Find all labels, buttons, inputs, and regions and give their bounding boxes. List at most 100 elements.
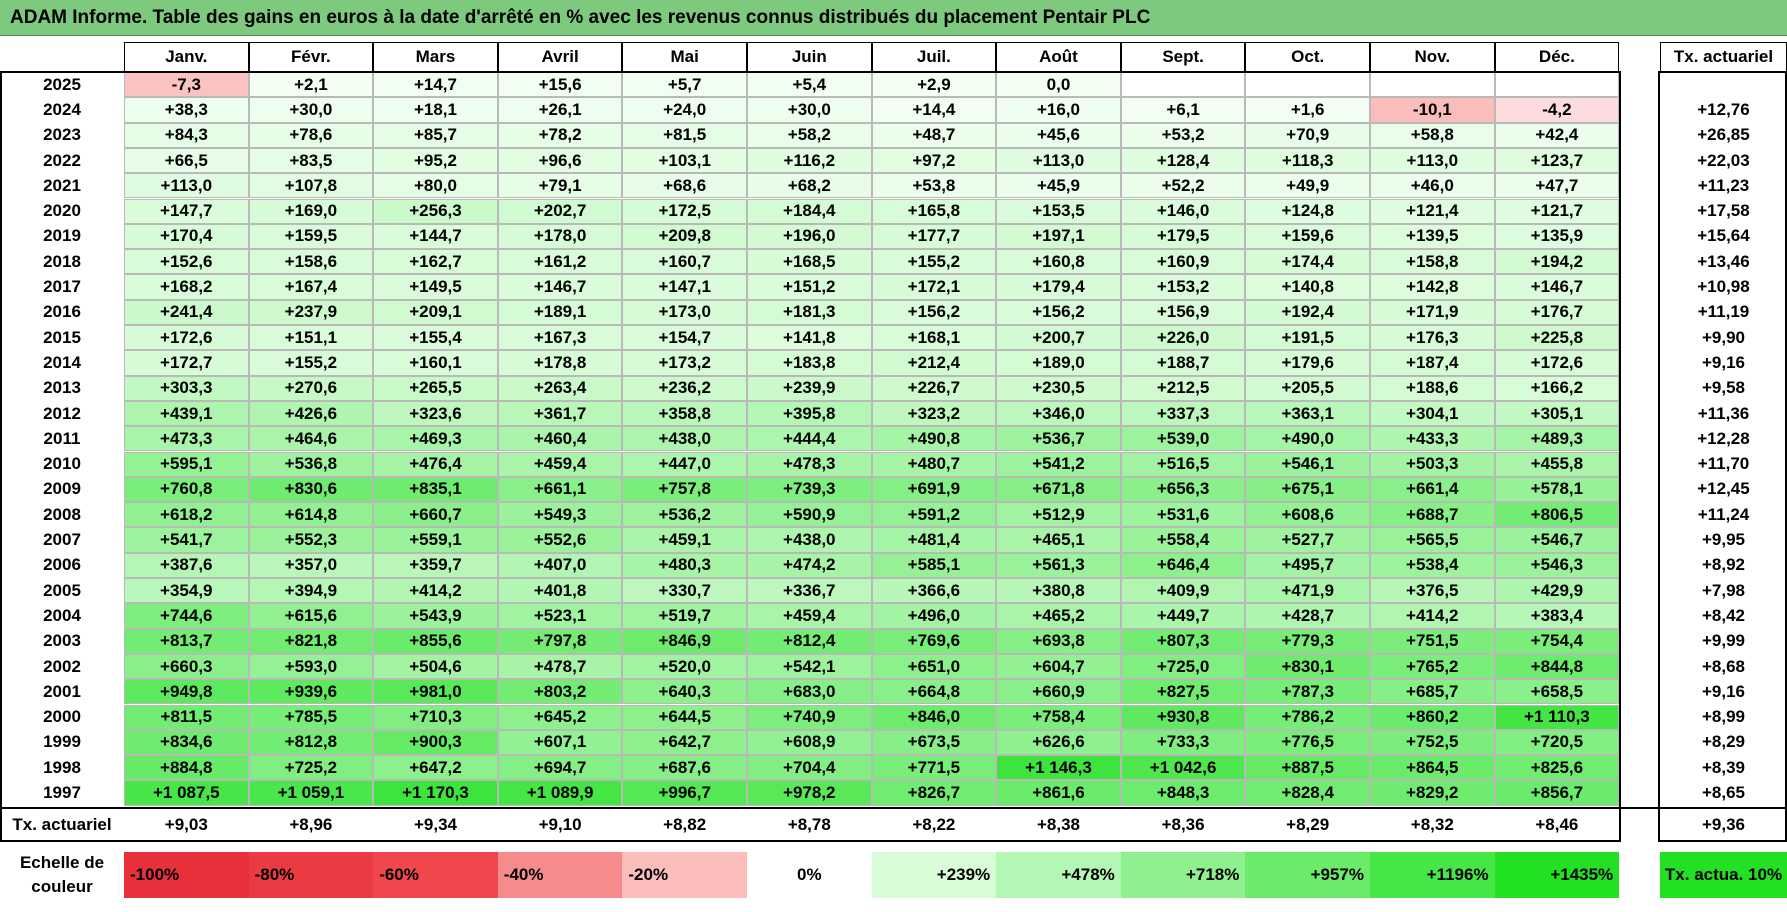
table-cell: +184,4	[747, 198, 872, 224]
table-cell: +38,3	[124, 97, 249, 123]
table-cell: +807,3	[1120, 628, 1246, 654]
table-cell: +156,9	[1120, 299, 1246, 325]
table-cell: +504,6	[373, 653, 498, 680]
table-cell: +827,5	[1120, 679, 1246, 705]
table-cell: +978,2	[747, 780, 872, 806]
table-cell: +604,7	[996, 653, 1121, 680]
table-cell: +144,7	[373, 223, 498, 250]
table-cell: +546,1	[1245, 451, 1370, 477]
total-row-value: +9,34	[373, 809, 498, 840]
table-cell: +142,8	[1370, 274, 1495, 300]
table-cell: +559,1	[373, 527, 498, 553]
year-label: 2005	[0, 578, 124, 604]
table-cell: +304,1	[1370, 400, 1495, 427]
table-cell: +153,5	[996, 198, 1121, 224]
table-cell: +710,3	[373, 704, 498, 730]
table-cell: +177,7	[871, 223, 997, 250]
table-cell: +1 146,3	[996, 755, 1121, 781]
table-cell: +52,2	[1120, 173, 1246, 199]
table-cell: +769,6	[871, 628, 997, 654]
tx-actuariel-value: +7,98	[1660, 578, 1787, 604]
tx-actuariel-value: +26,85	[1660, 122, 1787, 148]
table-cell: +169,0	[248, 198, 374, 224]
tx-actuariel-value: +11,19	[1660, 299, 1787, 325]
table-cell: +474,2	[747, 552, 872, 578]
table-cell: +146,0	[1120, 198, 1246, 224]
table-cell: +24,0	[622, 97, 747, 123]
table-cell: +733,3	[1120, 729, 1246, 756]
table-cell: +469,3	[373, 426, 498, 452]
table-cell: +480,7	[871, 451, 997, 477]
total-row-value: +9,10	[497, 809, 623, 840]
total-row-value: +8,78	[747, 809, 872, 840]
table-cell: +30,0	[248, 97, 374, 123]
table-cell: +720,5	[1494, 729, 1620, 756]
table-cell: +1 087,5	[124, 780, 249, 806]
table-cell: +861,6	[996, 780, 1121, 806]
table-cell: +860,2	[1370, 704, 1495, 730]
table-cell: +900,3	[373, 729, 498, 756]
table-cell: +864,5	[1370, 755, 1495, 781]
table-cell: +691,9	[871, 476, 997, 503]
table-cell: +835,1	[373, 476, 498, 503]
table-cell: +191,5	[1245, 325, 1370, 351]
table-cell: +323,6	[373, 400, 498, 427]
table-cell: +113,0	[1370, 147, 1495, 174]
table-cell: +363,1	[1245, 400, 1370, 427]
table-cell: +751,5	[1370, 628, 1495, 654]
month-header: Janv.	[124, 42, 249, 72]
tx-actuariel-value: +9,16	[1660, 679, 1787, 705]
table-cell: +141,8	[747, 325, 872, 351]
table-cell: +414,2	[373, 578, 498, 604]
table-cell: +42,4	[1494, 122, 1620, 148]
table-cell: +354,9	[124, 578, 249, 604]
table-cell: +658,5	[1494, 679, 1620, 705]
table-cell: +128,4	[1120, 147, 1246, 174]
color-scale-step: 0%	[747, 852, 872, 898]
table-cell: +608,6	[1245, 502, 1370, 528]
year-label: 2017	[0, 274, 124, 300]
table-cell: +614,8	[248, 502, 374, 528]
table-cell: +465,2	[996, 603, 1121, 629]
table-cell: +541,7	[124, 527, 249, 553]
table-cell: +642,7	[622, 729, 747, 756]
table-cell: +512,9	[996, 502, 1121, 528]
table-cell: +539,0	[1120, 426, 1246, 452]
table-cell: +725,0	[1120, 653, 1246, 680]
table-cell: +740,9	[747, 704, 872, 730]
table-cell: +812,4	[747, 628, 872, 654]
month-header: Oct.	[1245, 42, 1370, 72]
table-cell: +771,5	[871, 755, 997, 781]
table-cell: +531,6	[1120, 502, 1246, 528]
total-row-value: +8,82	[622, 809, 747, 840]
table-cell: +1 089,9	[497, 780, 623, 806]
table-cell: +159,5	[248, 223, 374, 250]
table-cell: +394,9	[248, 578, 374, 604]
table-cell: +139,5	[1370, 223, 1495, 250]
report-title: ADAM Informe. Table des gains en euros à…	[0, 0, 1787, 36]
table-cell: +230,5	[996, 375, 1121, 401]
year-label: 2021	[0, 173, 124, 199]
tx-actuariel-value: +8,65	[1660, 780, 1787, 806]
table-cell: +263,4	[497, 375, 623, 401]
tx-actuariel-value: +8,39	[1660, 755, 1787, 781]
total-row-value: +8,32	[1370, 809, 1495, 840]
table-cell: +176,3	[1370, 325, 1495, 351]
month-header: Juil.	[871, 42, 997, 72]
table-cell: -7,3	[124, 72, 249, 98]
tx-actuariel-value: +15,64	[1660, 223, 1787, 250]
table-cell: +196,0	[747, 223, 872, 250]
table-cell: +156,2	[871, 299, 997, 325]
tx-actuariel-value: +12,28	[1660, 426, 1787, 452]
table-cell: +438,0	[622, 426, 747, 452]
color-scale-step: -80%	[248, 852, 374, 898]
table-cell: +593,0	[248, 653, 374, 680]
table-cell: +83,5	[248, 147, 374, 174]
table-cell: +647,2	[373, 755, 498, 781]
table-cell: +226,7	[871, 375, 997, 401]
table-cell: +591,2	[871, 502, 997, 528]
table-cell: +162,7	[373, 249, 498, 275]
table-cell: +387,6	[124, 552, 249, 578]
table-cell: +159,6	[1245, 223, 1370, 250]
table-cell: +225,8	[1494, 325, 1620, 351]
